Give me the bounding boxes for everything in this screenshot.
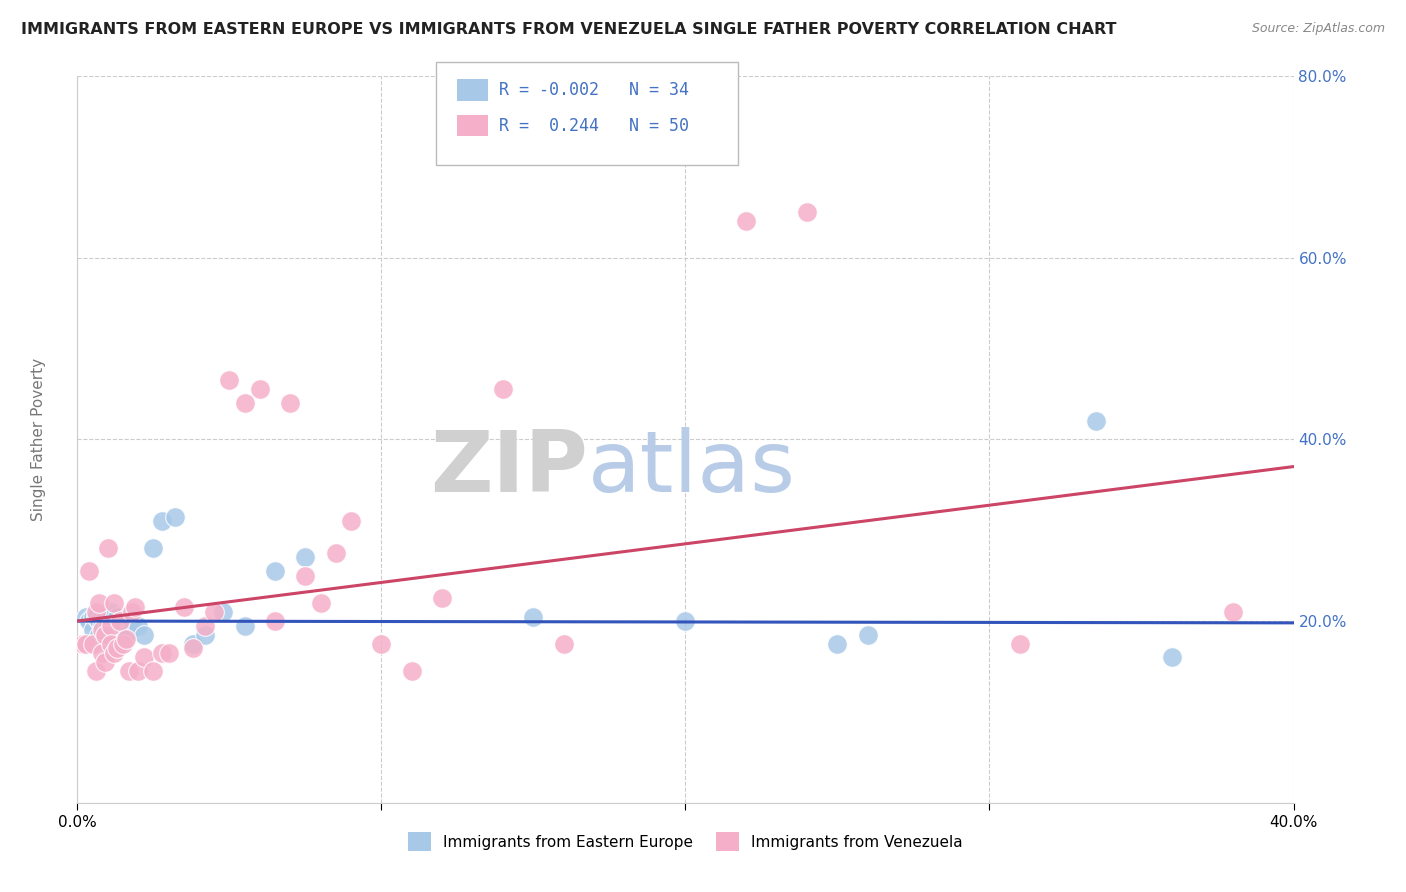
Point — [127, 618, 149, 632]
Point — [79, 564, 101, 578]
Point — [1161, 650, 1184, 665]
Point — [103, 646, 125, 660]
Point — [105, 609, 128, 624]
Point — [103, 628, 125, 642]
Legend: Immigrants from Eastern Europe, Immigrants from Venezuela: Immigrants from Eastern Europe, Immigran… — [402, 826, 969, 857]
Point — [90, 646, 112, 660]
Point — [124, 600, 146, 615]
Point — [1084, 414, 1107, 428]
Point — [115, 632, 138, 647]
Text: Source: ZipAtlas.com: Source: ZipAtlas.com — [1251, 22, 1385, 36]
Point — [87, 614, 110, 628]
Point — [100, 637, 122, 651]
Point — [72, 637, 94, 651]
Text: Single Father Poverty: Single Father Poverty — [31, 358, 46, 521]
Point — [856, 628, 879, 642]
Text: IMMIGRANTS FROM EASTERN EUROPE VS IMMIGRANTS FROM VENEZUELA SINGLE FATHER POVERT: IMMIGRANTS FROM EASTERN EUROPE VS IMMIGR… — [21, 22, 1116, 37]
Text: atlas: atlas — [588, 427, 796, 510]
Point — [134, 650, 156, 665]
Point — [492, 382, 515, 396]
Point — [100, 605, 122, 619]
Point — [84, 609, 107, 624]
Point — [194, 618, 217, 632]
Point — [111, 618, 134, 632]
Point — [127, 664, 149, 678]
Point — [522, 609, 544, 624]
Point — [401, 664, 423, 678]
Point — [264, 564, 287, 578]
Text: R = -0.002   N = 34: R = -0.002 N = 34 — [499, 81, 689, 99]
Point — [82, 623, 104, 637]
Point — [827, 637, 849, 651]
Point — [97, 541, 120, 556]
Point — [163, 509, 186, 524]
Point — [430, 591, 453, 606]
Point — [108, 614, 131, 628]
Text: ZIP: ZIP — [430, 427, 588, 510]
Point — [233, 618, 256, 632]
Point — [370, 637, 392, 651]
Point — [115, 628, 138, 642]
Point — [675, 614, 697, 628]
Point — [264, 614, 287, 628]
Point — [1222, 605, 1244, 619]
Point — [553, 637, 575, 651]
Point — [735, 214, 758, 228]
Point — [796, 205, 818, 219]
Point — [173, 600, 195, 615]
Point — [233, 396, 256, 410]
Point — [87, 596, 110, 610]
Point — [82, 609, 104, 624]
Point — [309, 596, 332, 610]
Point — [134, 628, 156, 642]
Point — [157, 646, 180, 660]
Point — [152, 514, 174, 528]
Point — [121, 605, 143, 619]
Point — [194, 628, 217, 642]
Point — [121, 614, 143, 628]
Point — [142, 664, 165, 678]
Point — [93, 655, 115, 669]
Point — [105, 641, 128, 656]
Point — [93, 628, 115, 642]
Point — [202, 605, 225, 619]
Point — [100, 618, 122, 632]
Point — [103, 596, 125, 610]
Point — [181, 641, 204, 656]
Point — [87, 628, 110, 642]
Point — [118, 664, 141, 678]
Point — [93, 609, 115, 624]
Point — [1008, 637, 1031, 651]
Point — [93, 628, 115, 642]
Point — [79, 614, 101, 628]
Point — [249, 382, 271, 396]
Point — [340, 514, 363, 528]
Point — [75, 637, 97, 651]
Point — [97, 618, 120, 632]
Point — [218, 373, 240, 387]
Point — [294, 550, 316, 565]
Point — [82, 637, 104, 651]
Point — [142, 541, 165, 556]
Point — [278, 396, 301, 410]
Point — [84, 605, 107, 619]
Point — [325, 546, 347, 560]
Point — [84, 664, 107, 678]
Point — [294, 568, 316, 582]
Point — [75, 609, 97, 624]
Point — [90, 618, 112, 632]
Point — [181, 637, 204, 651]
Point — [90, 623, 112, 637]
Text: R =  0.244   N = 50: R = 0.244 N = 50 — [499, 117, 689, 135]
Point — [212, 605, 235, 619]
Point — [152, 646, 174, 660]
Point — [111, 637, 134, 651]
